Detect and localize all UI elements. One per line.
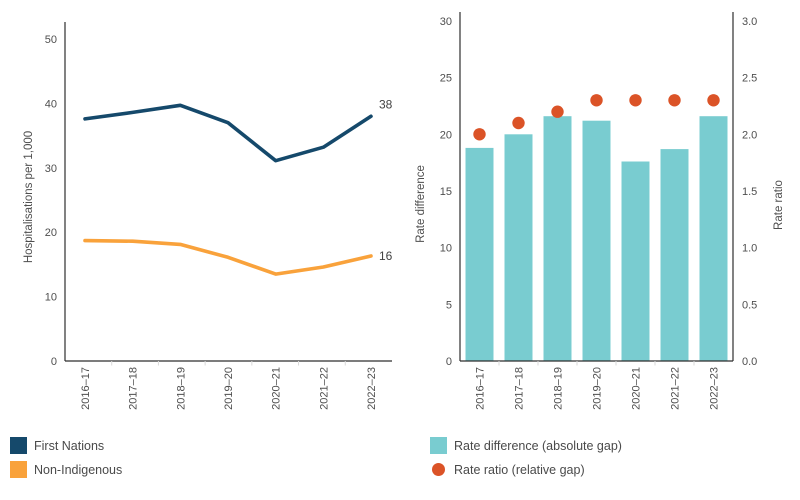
rate-difference-legend-label: Rate difference (absolute gap): [454, 438, 622, 453]
y-tick-label: 20: [45, 227, 57, 239]
x-tick-label: 2021–22: [318, 367, 330, 410]
x-tick-label: 2018–19: [553, 367, 565, 410]
right-y-tick-label: 0.0: [742, 356, 757, 368]
non-indigenous-swatch: [10, 461, 27, 478]
y-tick-label: 40: [45, 98, 57, 110]
right-y-tick-label: 2.5: [742, 73, 757, 85]
right-chart-right-axis-title: Rate ratio: [773, 180, 785, 230]
rate-difference-bar: [504, 134, 533, 361]
rate-difference-bar: [465, 147, 494, 361]
rate-ratio-dot: [629, 94, 642, 107]
rate-difference-bar: [699, 116, 728, 361]
rate-difference-bar: [582, 120, 611, 361]
x-tick-label: 2021–22: [670, 367, 682, 410]
legend-item-non-indigenous: Non-Indigenous: [10, 461, 122, 478]
non-indigenous-line: [83, 238, 373, 276]
rate-difference-swatch: [430, 437, 447, 454]
right-y-tick-label: 1.5: [742, 186, 757, 198]
left-y-tick-label: 15: [440, 186, 452, 198]
rate-difference-bar: [660, 149, 689, 361]
first-nations-line: [83, 103, 373, 163]
left-y-tick-label: 25: [440, 73, 452, 85]
x-tick-label: 2020–21: [271, 367, 283, 410]
x-tick-label: 2020–21: [631, 367, 643, 410]
rate-ratio-dot: [668, 94, 681, 107]
x-tick-label: 2017–18: [514, 367, 526, 410]
rate-ratio-dot: [473, 128, 486, 141]
rate-ratio-dot: [590, 94, 603, 107]
non-indigenous-end-label: 16: [379, 249, 393, 263]
y-tick-label: 10: [45, 292, 57, 304]
left-chart-y-axis-title: Hospitalisations per 1,000: [23, 130, 35, 264]
left-chart-legend: First Nations Non-Indigenous: [10, 437, 122, 478]
left-y-tick-label: 0: [446, 356, 452, 368]
rate-ratio-swatch: [430, 461, 447, 478]
rate-ratio-dot: [551, 105, 564, 118]
x-tick-label: 2022–23: [366, 367, 378, 410]
first-nations-swatch: [10, 437, 27, 454]
rate-difference-bar: [621, 161, 650, 361]
first-nations-end-label: 38: [379, 97, 393, 111]
rate-difference-bar: [543, 116, 572, 361]
rate-ratio-legend-label: Rate ratio (relative gap): [454, 462, 585, 477]
y-tick-label: 50: [45, 34, 57, 46]
x-tick-label: 2019–20: [592, 367, 604, 410]
y-tick-label: 0: [51, 356, 57, 368]
left-y-tick-label: 5: [446, 299, 452, 311]
x-tick-label: 2019–20: [223, 367, 235, 410]
y-tick-label: 30: [45, 163, 57, 175]
legend-item-first-nations: First Nations: [10, 437, 122, 454]
right-y-tick-label: 3.0: [742, 16, 757, 28]
legend-item-rate-ratio: Rate ratio (relative gap): [430, 461, 622, 478]
legend-item-rate-difference: Rate difference (absolute gap): [430, 437, 622, 454]
right-y-tick-label: 1.0: [742, 243, 757, 255]
rate-ratio-dot: [707, 94, 720, 107]
left-y-tick-label: 20: [440, 129, 452, 141]
x-tick-label: 2016–17: [80, 367, 92, 410]
left-y-tick-label: 10: [440, 243, 452, 255]
x-tick-label: 2022–23: [709, 367, 721, 410]
x-tick-label: 2016–17: [475, 367, 487, 410]
left-y-tick-label: 30: [440, 16, 452, 28]
right-y-tick-label: 0.5: [742, 299, 757, 311]
right-chart-legend: Rate difference (absolute gap) Rate rati…: [430, 437, 622, 478]
right-chart-left-axis-title: Rate difference: [415, 165, 427, 243]
x-tick-label: 2017–18: [128, 367, 140, 410]
first-nations-legend-label: First Nations: [34, 438, 105, 453]
non-indigenous-legend-label: Non-Indigenous: [34, 462, 123, 477]
x-tick-label: 2018–19: [175, 367, 187, 410]
rate-ratio-dot: [512, 116, 525, 130]
right-y-tick-label: 2.0: [742, 129, 757, 141]
